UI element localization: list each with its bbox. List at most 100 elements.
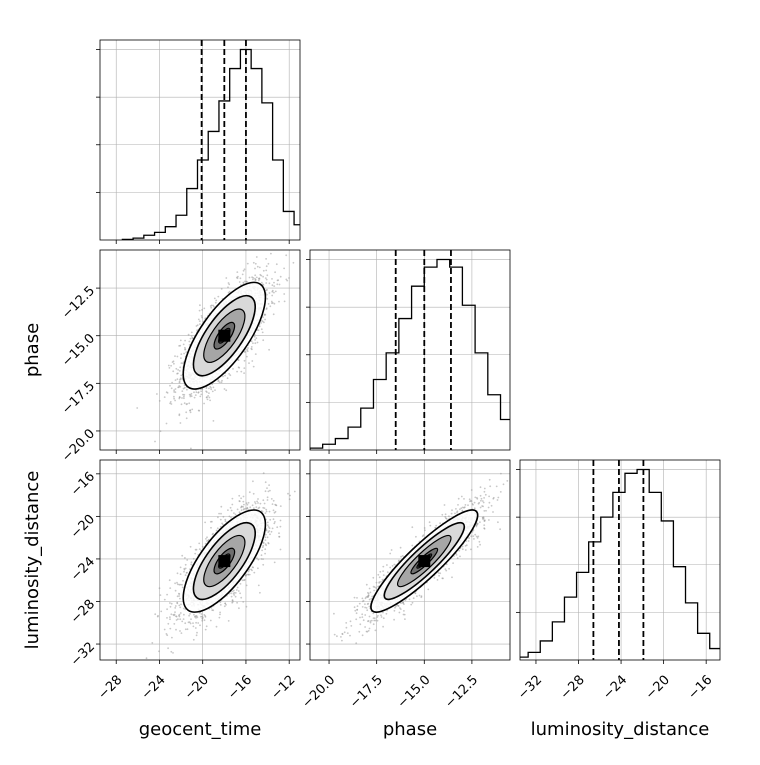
scatter-point: [209, 397, 211, 399]
scatter-point: [251, 340, 253, 342]
scatter-point: [277, 280, 279, 282]
scatter-point: [261, 550, 263, 552]
scatter-point: [294, 491, 296, 493]
scatter-point: [173, 623, 175, 625]
scatter-point: [249, 506, 251, 508]
scatter-point: [173, 398, 175, 400]
scatter-point: [210, 527, 212, 529]
scatter-point: [266, 308, 268, 310]
scatter-point: [206, 536, 208, 538]
scatter-point: [239, 592, 241, 594]
scatter-point: [156, 393, 158, 395]
scatter-point: [231, 596, 233, 598]
scatter-point: [184, 557, 186, 559]
scatter-point: [218, 513, 220, 515]
scatter-point: [283, 268, 285, 270]
scatter-point: [274, 271, 276, 273]
scatter-point: [358, 631, 360, 633]
scatter-point: [253, 507, 255, 509]
scatter-point: [230, 593, 232, 595]
scatter-point: [280, 526, 282, 528]
scatter-point: [273, 523, 275, 525]
scatter-point: [258, 280, 260, 282]
scatter-point: [179, 618, 181, 620]
scatter-point: [264, 553, 266, 555]
scatter-point: [213, 387, 215, 389]
scatter-point: [246, 281, 248, 283]
scatter-point: [240, 277, 242, 279]
scatter-point: [214, 298, 216, 300]
scatter-point: [244, 268, 246, 270]
scatter-content: [310, 460, 517, 660]
scatter-point: [219, 617, 221, 619]
scatter-point: [215, 300, 217, 302]
scatter-point: [265, 490, 267, 492]
scatter-point: [166, 634, 168, 636]
scatter-point: [263, 542, 265, 544]
scatter-point: [261, 328, 263, 330]
scatter-point: [173, 389, 175, 391]
scatter-point: [215, 302, 217, 304]
scatter-point: [196, 634, 198, 636]
scatter-point: [266, 511, 268, 513]
scatter-point: [427, 589, 429, 591]
scatter-point: [180, 567, 182, 569]
scatter-point: [185, 628, 187, 630]
scatter-point: [232, 368, 234, 370]
scatter-point: [173, 396, 175, 398]
scatter-point: [265, 509, 267, 511]
scatter-point: [175, 391, 177, 393]
scatter-point: [238, 359, 240, 361]
scatter-point: [220, 506, 222, 508]
scatter-point: [279, 284, 281, 286]
scatter-point: [146, 657, 148, 659]
scatter-point: [223, 516, 225, 518]
scatter-point: [183, 344, 185, 346]
scatter-point: [266, 265, 268, 267]
scatter-point: [170, 651, 172, 653]
scatter-point: [266, 487, 268, 489]
scatter-point: [239, 511, 241, 513]
scatter-point: [171, 403, 173, 405]
scatter-point: [382, 570, 384, 572]
scatter-point: [350, 620, 352, 622]
scatter-point: [186, 403, 188, 405]
scatter-point: [252, 566, 254, 568]
scatter-point: [197, 392, 199, 394]
scatter-point: [169, 618, 171, 620]
scatter-point: [174, 607, 176, 609]
scatter-point: [254, 342, 256, 344]
scatter-point: [151, 642, 153, 644]
scatter-point: [199, 624, 201, 626]
scatter-point: [180, 573, 182, 575]
scatter-point: [240, 597, 242, 599]
scatter-point: [263, 322, 265, 324]
scatter-point: [179, 345, 181, 347]
scatter-point: [181, 390, 183, 392]
scatter-point: [253, 366, 255, 368]
scatter-point: [251, 570, 253, 572]
scatter-point: [246, 507, 248, 509]
scatter-point: [180, 357, 182, 359]
scatter-point: [257, 342, 259, 344]
scatter-point: [242, 501, 244, 503]
scatter-point: [293, 262, 295, 264]
scatter-point: [247, 504, 249, 506]
scatter-point: [231, 510, 233, 512]
scatter-point: [171, 387, 173, 389]
scatter-point: [444, 504, 446, 506]
scatter-point: [169, 628, 171, 630]
scatter-point: [242, 506, 244, 508]
scatter-point: [177, 378, 179, 380]
scatter-point: [160, 594, 162, 596]
scatter-point: [196, 549, 198, 551]
scatter-point: [181, 584, 183, 586]
scatter-point: [243, 509, 245, 511]
scatter-point: [470, 535, 472, 537]
scatter-point: [159, 587, 161, 589]
scatter-point: [164, 396, 166, 398]
scatter-point: [271, 531, 273, 533]
scatter-point: [268, 349, 270, 351]
scatter-point: [195, 394, 197, 396]
scatter-point: [136, 407, 138, 409]
